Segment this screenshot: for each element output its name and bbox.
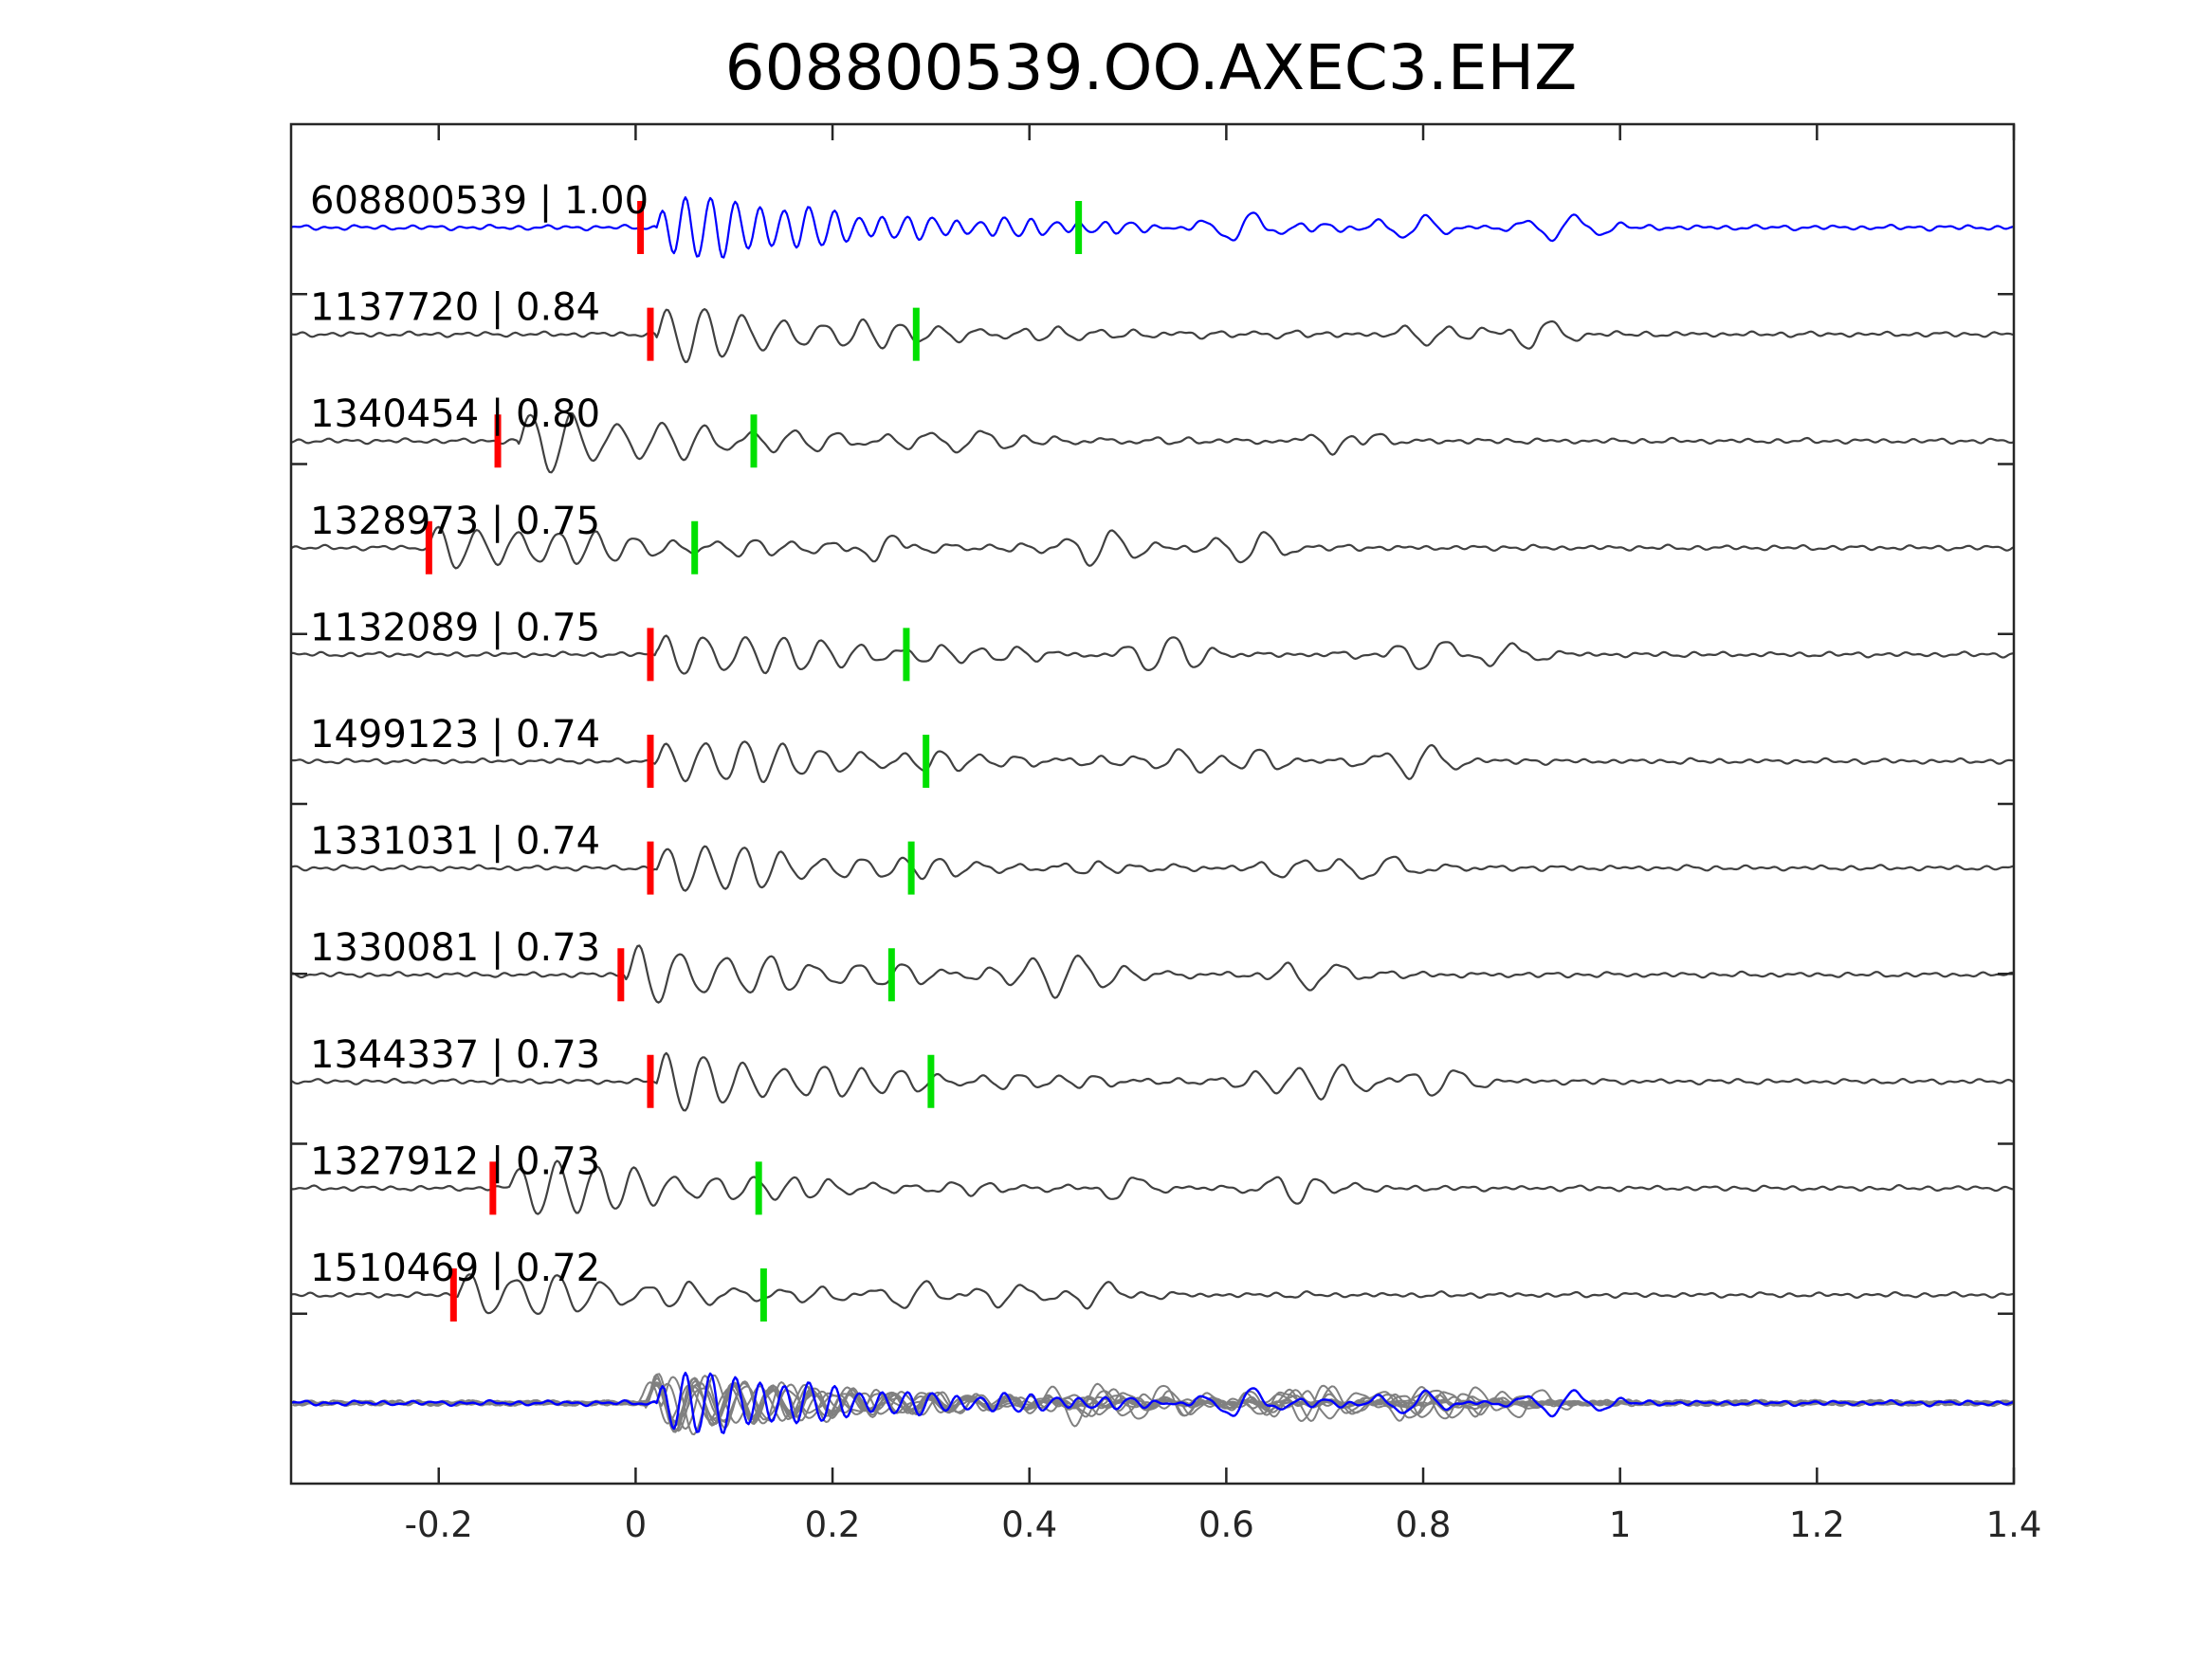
- waveform-trace-1327912: [290, 1159, 2014, 1215]
- stacked-trace-1510469: [478, 1381, 2014, 1423]
- stacked-trace-608800539: [290, 1371, 2015, 1434]
- trace-label-1340454: 1340454 | 0.80: [310, 392, 600, 436]
- waveform-trace-1331031: [290, 845, 2015, 892]
- x-tick-label: -0.2: [405, 1504, 473, 1545]
- trace-label-1344337: 1344337 | 0.73: [310, 1033, 600, 1077]
- x-tick-label: 0: [625, 1504, 648, 1545]
- x-tick-label: 0.2: [805, 1504, 861, 1545]
- trace-label-1499123: 1499123 | 0.74: [310, 713, 600, 757]
- x-tick-label: 1: [1609, 1504, 1632, 1545]
- waveform-trace-1330081: [290, 944, 2015, 1004]
- x-tick-label: 0.4: [1001, 1504, 1057, 1545]
- x-tick-label: 0.6: [1198, 1504, 1254, 1545]
- waveform-trace-1328973: [290, 525, 2015, 570]
- x-tick-label: 0.8: [1396, 1504, 1452, 1545]
- trace-labels: 608800539 | 1.00 1137720 | 0.84 1340454 | …: [310, 179, 649, 1290]
- trace-label-1132089: 1132089 | 0.75: [310, 606, 600, 649]
- phase-picks: [425, 201, 1083, 1322]
- trace-label-1331031: 1331031 | 0.74: [310, 820, 600, 864]
- waveform-trace-1499123: [290, 740, 2015, 784]
- waveform-trace-1132089: [290, 634, 2014, 675]
- tick-marks: [291, 124, 2016, 1484]
- stacked-waveforms: [290, 1371, 2015, 1436]
- trace-label-1327912: 1327912 | 0.73: [310, 1139, 600, 1183]
- x-axis-tick-labels: -0.2 0 0.2 0.4 0.6 0.8 1 1.2 1.4: [405, 1504, 2042, 1545]
- trace-label-1137720: 1137720 | 0.84: [310, 286, 600, 330]
- trace-label-1328973: 1328973 | 0.75: [310, 500, 600, 543]
- waveform-trace-1137720: [290, 308, 2015, 364]
- waveform-trace-1510469: [290, 1273, 2015, 1316]
- chart-title: 608800539.OO.AXEC3.EHZ: [725, 31, 1578, 104]
- waveform-trace-1344337: [290, 1051, 2015, 1112]
- trace-label-1330081: 1330081 | 0.73: [310, 926, 600, 970]
- waveform-trace-1340454: [290, 411, 2015, 474]
- x-tick-label: 1.4: [1986, 1504, 2042, 1545]
- trace-label-1510469: 1510469 | 0.72: [310, 1247, 600, 1290]
- waveform-trace-608800539: [290, 196, 2015, 259]
- x-tick-label: 1.2: [1789, 1504, 1845, 1545]
- waveform-traces: [290, 196, 2015, 1316]
- trace-label-608800539: 608800539 | 1.00: [310, 179, 649, 223]
